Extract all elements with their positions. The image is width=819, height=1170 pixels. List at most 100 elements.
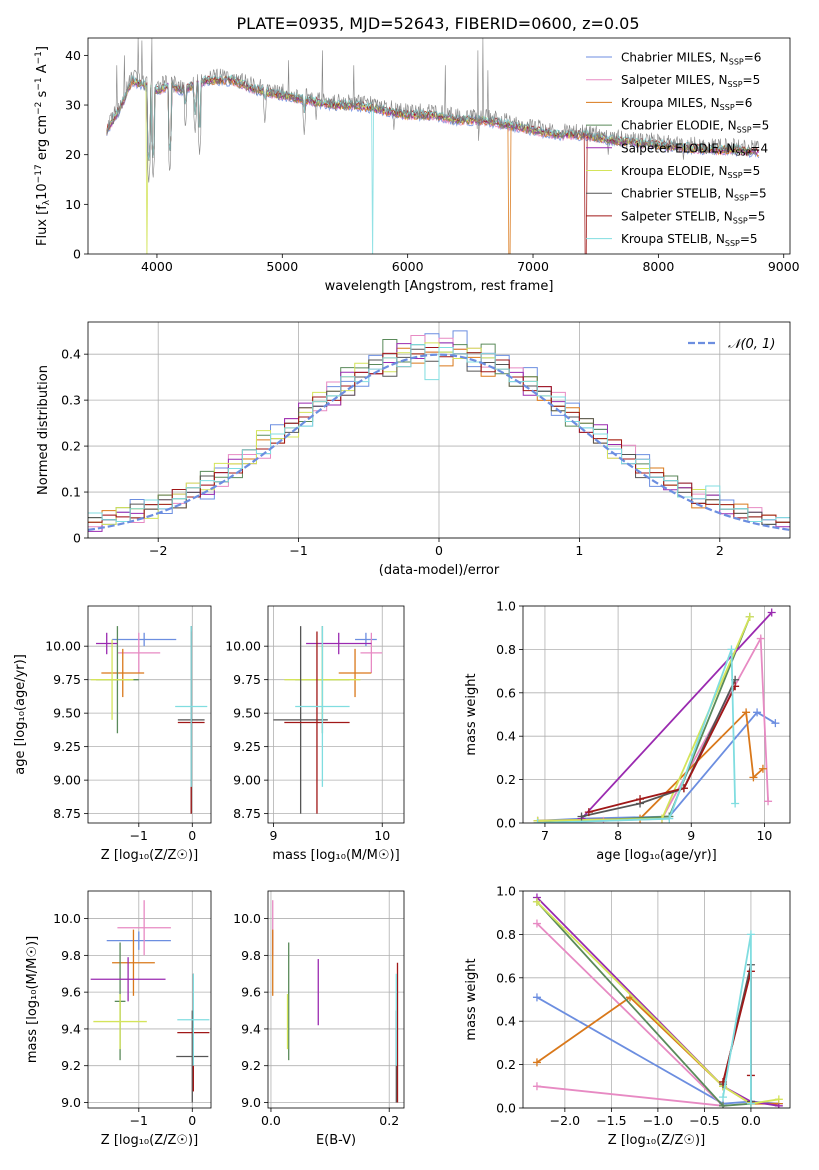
weight-marker-kroupa-stelib	[665, 814, 674, 823]
y-tick-label: 10.00	[45, 639, 81, 654]
plot-area	[532, 893, 783, 1108]
y-tick-label: 0.4	[61, 347, 81, 362]
y-tick-label: 1.0	[496, 599, 516, 614]
y-tick-label: 0	[73, 247, 81, 262]
x-axis-label: mass [log₁₀(M/M☉)]	[272, 848, 399, 863]
weight-marker-salpeter-elodie	[767, 608, 776, 617]
plot-area	[273, 626, 383, 814]
x-axis-label: wavelength [Angstrom, rest frame]	[325, 279, 554, 294]
x-tick-label: −1	[130, 828, 148, 843]
x-tick-label: −1	[289, 543, 307, 558]
y-tick-label: 0.0	[496, 816, 516, 831]
weight-marker-chabrier-elodie	[719, 1101, 728, 1108]
x-tick-label: 10	[756, 828, 772, 843]
weight-marker-kroupa-stelib	[727, 645, 736, 654]
x-axis-label: Z [log₁₀(Z/Z☉)]	[608, 1133, 705, 1148]
legend-label-kroupa-elodie: Kroupa ELODIE, NSSP=5	[621, 164, 760, 180]
y-tick-label: 10.0	[233, 911, 261, 926]
weight-marker-kroupa-miles	[749, 773, 758, 782]
legend-label-sub: SSP	[735, 148, 750, 157]
x-tick-label: −1.5	[596, 1113, 626, 1128]
legend-label-chabrier-stelib: Chabrier STELIB, NSSP=5	[621, 187, 767, 203]
legend-label-value: =4	[750, 141, 768, 155]
y-tick-label: 0.4	[496, 1014, 516, 1029]
weight-marker-kroupa-stelib	[731, 799, 740, 808]
plot-area	[533, 608, 780, 823]
legend-label-sub: SSP	[734, 194, 749, 203]
panel-mass-weight-vs-Z: −2.0 −1.5 −1.0 −0.5 0.0 0.0 0.2 0.4 0.6 0.8 1.0 Z […	[464, 884, 791, 1148]
legend-label-value: =6	[744, 51, 762, 65]
y-tick-label: 0	[73, 531, 81, 546]
y-axis-label: Flux [fλ10−17 erg cm−2 s−1 A−1]	[34, 46, 52, 246]
y-axis-label-part: −2	[34, 102, 44, 115]
y-tick-label: 0.8	[496, 927, 516, 942]
weight-marker-kroupa-stelib	[719, 1093, 728, 1102]
y-axis-label: mass weight	[464, 958, 479, 1040]
y-axis-label: age [log₁₀(age/yr)]	[13, 654, 28, 775]
weight-marker-kroupa-stelib	[746, 1099, 755, 1108]
y-axis-label-part: ]	[35, 46, 50, 51]
x-tick-label: 9000	[768, 259, 800, 274]
y-axis-label-part: Flux [f	[35, 205, 50, 246]
legend-label-kroupa-miles: Kroupa MILES, NSSP=6	[621, 96, 752, 112]
weight-marker-kroupa-elodie	[774, 1095, 783, 1104]
y-axis-label-part: −1	[34, 77, 44, 90]
weight-line-salpeter-elodie	[580, 611, 773, 820]
panel-spectrum: 4000 5000 6000 7000 8000 9000 0 10 20 30 40 wavelen…	[34, 37, 800, 294]
y-tick-label: 9.2	[241, 1058, 261, 1073]
x-tick-label: 0.2	[379, 1113, 399, 1128]
axes-box	[267, 890, 405, 1109]
legend-label-name: Chabrier ELODIE, N	[621, 119, 737, 133]
y-axis-label-part: A	[35, 64, 50, 77]
legend-label-sub: SSP	[728, 80, 743, 89]
x-tick-label: 8	[614, 828, 622, 843]
y-tick-label: 9.0	[61, 1095, 81, 1110]
legend-label-sub: SSP	[733, 216, 748, 225]
x-tick-label: 2	[716, 543, 724, 558]
y-tick-label: 1.0	[496, 884, 516, 899]
legend-label-chabrier-elodie: Chabrier ELODIE, NSSP=5	[621, 119, 769, 135]
weight-marker-salpeter-stelib	[584, 808, 593, 817]
weight-line-chabrier-miles	[536, 996, 779, 1105]
legend-label-sub: SSP	[729, 58, 744, 67]
legend-label-value: =5	[743, 73, 761, 87]
y-tick-label: 10.00	[225, 639, 261, 654]
legend-label-gaussian: 𝒩(0, 1)	[728, 337, 775, 352]
y-tick-label: 8.75	[233, 806, 261, 821]
x-tick-label: 7000	[517, 259, 549, 274]
legend-label-name: Kroupa STELIB, N	[621, 232, 725, 246]
axes-box	[87, 890, 212, 1109]
y-tick-label: 9.00	[233, 773, 261, 788]
weight-marker-kroupa-elodie	[745, 612, 754, 621]
weight-marker-kroupa-stelib	[746, 930, 755, 939]
y-tick-label: 9.8	[61, 948, 81, 963]
axes-frame: −1 0 9.0 9.2 9.4 9.6 9.8 10.0 Z [log₁₀(Z/Z☉)] mas…	[25, 890, 212, 1148]
legend-label-sub: SSP	[720, 103, 735, 112]
weight-marker-chabrier-miles	[753, 708, 762, 717]
legend-label-salpeter-stelib: Salpeter STELIB, NSSP=5	[621, 209, 765, 225]
weight-marker-salpeter-miles	[532, 1082, 541, 1091]
y-tick-label: 0.1	[61, 485, 81, 500]
y-tick-label: 0.8	[496, 642, 516, 657]
y-tick-label: 9.75	[53, 672, 81, 687]
weight-marker-salpeter-miles	[756, 634, 765, 643]
plot-area	[106, 38, 760, 254]
weight-marker-kroupa-stelib	[533, 819, 542, 823]
y-tick-label: 9.0	[241, 1095, 261, 1110]
legend-label-salpeter-miles: Salpeter MILES, NSSP=5	[621, 73, 760, 89]
x-tick-label: 0	[188, 828, 196, 843]
plot-area	[90, 626, 208, 814]
y-tick-label: 9.8	[241, 948, 261, 963]
y-tick-label: 9.00	[53, 773, 81, 788]
x-tick-label: 9	[269, 828, 277, 843]
weight-line-kroupa-miles	[537, 710, 764, 822]
weight-marker-chabrier-stelib	[577, 812, 586, 821]
axes-box	[522, 605, 791, 824]
axes-frame: 4000 5000 6000 7000 8000 9000 0 10 20 30 40 wavelen…	[34, 37, 800, 294]
x-tick-label: 4000	[141, 259, 173, 274]
x-tick-label: 1	[575, 543, 583, 558]
legend-label-value: =5	[752, 119, 770, 133]
axes-frame: 7 8 9 10 0.0 0.2 0.4 0.6 0.8 1.0 age [log₁₀(age/yr…	[464, 599, 791, 863]
y-axis-label-part: s	[35, 90, 50, 101]
